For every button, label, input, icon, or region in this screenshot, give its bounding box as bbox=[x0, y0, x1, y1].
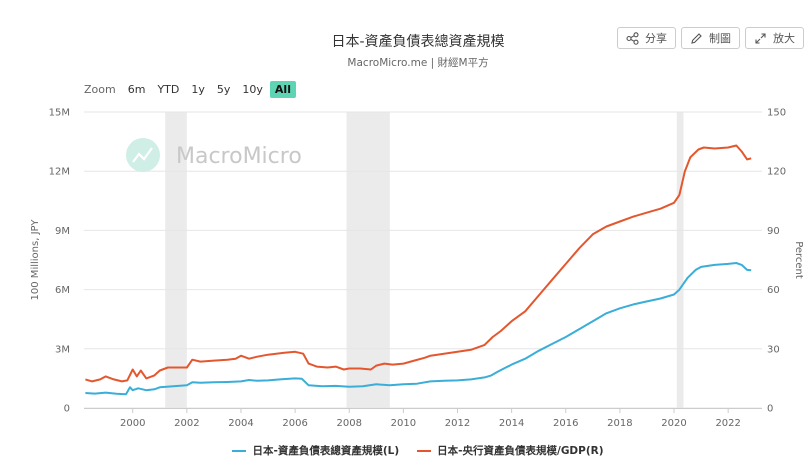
expand-label: 放大 bbox=[773, 32, 795, 45]
y-right-tick-5: 150 bbox=[767, 108, 786, 119]
share-button[interactable]: 分享 bbox=[617, 27, 676, 49]
y-left-tick-5: 15M bbox=[49, 108, 70, 119]
y-axis-left-title: 100 Millions, JPY bbox=[30, 219, 41, 301]
recession-shading bbox=[165, 112, 684, 408]
draw-label: 制圖 bbox=[709, 32, 731, 45]
series-lines bbox=[85, 144, 752, 396]
y-right-tick-0: 0 bbox=[767, 404, 773, 415]
draw-button[interactable]: 制圖 bbox=[681, 27, 740, 49]
watermark-text: MacroMicro bbox=[176, 144, 302, 169]
x-tick-label-1: 2002 bbox=[174, 418, 199, 429]
x-tick-label-9: 2018 bbox=[607, 418, 632, 429]
zoom-10y-button[interactable]: 10y bbox=[242, 83, 263, 96]
zoom-5y-button[interactable]: 5y bbox=[216, 83, 231, 96]
legend-item-right[interactable]: 日本-央行資產負債表規模/GDP(R) bbox=[417, 443, 604, 458]
zoom-1y-button[interactable]: 1y bbox=[191, 83, 205, 96]
shaded-period-1 bbox=[346, 112, 390, 408]
x-tick-label-10: 2020 bbox=[661, 418, 686, 429]
pencil-icon bbox=[691, 32, 702, 44]
expand-button[interactable]: 放大 bbox=[745, 27, 804, 49]
y-left-tick-1: 3M bbox=[55, 344, 70, 355]
zoom-6m-button[interactable]: 6m bbox=[127, 83, 146, 96]
x-tick-label-11: 2022 bbox=[715, 418, 740, 429]
legend: 日本-資產負債表總資產規模(L) 日本-央行資產負債表規模/GDP(R) bbox=[0, 443, 812, 458]
series-line-right bbox=[85, 144, 752, 383]
zoom-label: Zoom bbox=[84, 83, 116, 96]
shaded-period-0 bbox=[165, 112, 187, 408]
x-tick-label-0: 2000 bbox=[120, 418, 145, 429]
legend-label-right: 日本-央行資產負債表規模/GDP(R) bbox=[437, 445, 604, 457]
x-tick-label-8: 2016 bbox=[553, 418, 578, 429]
y-left-tick-2: 6M bbox=[55, 285, 70, 296]
x-tick-label-3: 2006 bbox=[282, 418, 307, 429]
watermark: MacroMicro bbox=[126, 138, 302, 172]
shaded-period-2 bbox=[676, 112, 684, 408]
x-tick-label-7: 2014 bbox=[499, 418, 524, 429]
y-axis-right: 0 30 60 90 120 150 bbox=[767, 108, 786, 415]
y-axis-left: 0 3M 6M 9M 12M 15M bbox=[49, 108, 70, 415]
y-right-tick-3: 90 bbox=[767, 226, 780, 237]
legend-swatch-left bbox=[232, 449, 247, 452]
y-left-tick-0: 0 bbox=[64, 404, 70, 415]
series-line-left bbox=[85, 262, 752, 396]
legend-label-left: 日本-資產負債表總資產規模(L) bbox=[252, 445, 400, 457]
y-left-tick-4: 12M bbox=[49, 167, 70, 178]
x-axis: 2000 2002 2004 2006 2008 2010 2012 2014 2016 2018… bbox=[84, 408, 762, 429]
share-icon bbox=[626, 31, 639, 45]
y-right-tick-2: 60 bbox=[767, 285, 780, 296]
y-axis-right-title: Percent bbox=[793, 241, 804, 279]
watermark-logo-line bbox=[132, 147, 153, 163]
y-left-tick-3: 9M bbox=[55, 226, 70, 237]
chart-toolbar: 分享 制圖 放大 bbox=[617, 27, 804, 49]
y-right-tick-1: 30 bbox=[767, 344, 780, 355]
expand-icon bbox=[755, 32, 766, 44]
zoom-all-button[interactable]: All bbox=[269, 81, 296, 98]
zoom-bar: Zoom 6m YTD 1y 5y 10y All bbox=[84, 81, 298, 98]
zoom-ytd-button[interactable]: YTD bbox=[157, 83, 180, 96]
y-right-tick-4: 120 bbox=[767, 167, 786, 178]
legend-item-left[interactable]: 日本-資產負債表總資產規模(L) bbox=[232, 443, 399, 458]
legend-swatch-right bbox=[417, 449, 432, 452]
x-tick-label-2: 2004 bbox=[228, 418, 253, 429]
x-tick-label-6: 2012 bbox=[445, 418, 470, 429]
page-title: 日本-資產負債表總資產規模 bbox=[331, 34, 505, 50]
page-subtitle: MacroMicro.me | 財經M平方 bbox=[347, 57, 489, 69]
x-tick-label-5: 2010 bbox=[391, 418, 416, 429]
watermark-logo-icon bbox=[126, 138, 160, 172]
share-label: 分享 bbox=[645, 32, 667, 45]
x-tick-label-4: 2008 bbox=[337, 418, 362, 429]
